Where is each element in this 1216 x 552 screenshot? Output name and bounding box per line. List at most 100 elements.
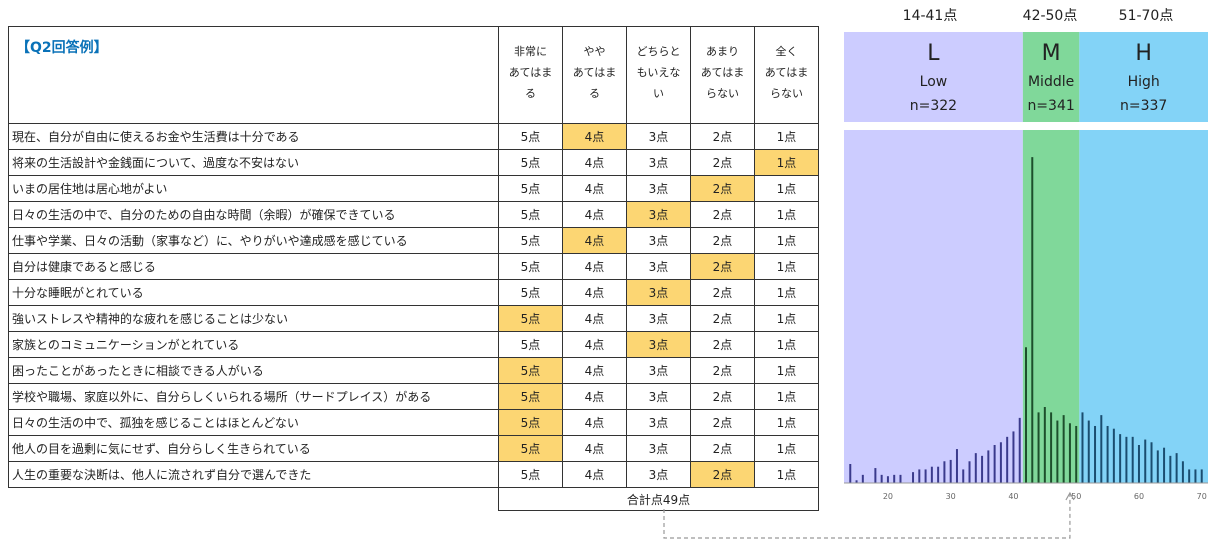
score-cell: 3点 [626, 253, 691, 280]
score-cell: 1点 [754, 279, 819, 306]
question-text: 日々の生活の中で、自分のための自由な時間（余暇）が確保できている [8, 201, 499, 228]
score-cell: 3点 [626, 227, 691, 254]
table-row: 学校や職場、家庭以外に、自分らしくいられる場所（サードプレイス）がある 5点 4点 3… [8, 383, 819, 410]
score-cell: 1点 [754, 461, 819, 488]
score-cell: 2点 [690, 357, 755, 384]
score-cell: 2点 [690, 331, 755, 358]
table-row: 家族とのコミュニケーションがとれている 5点 4点 3点 2点 1点 [8, 331, 819, 358]
score-cell: 1点 [754, 201, 819, 228]
column-header-line: らない [770, 87, 803, 100]
table-spacer [9, 488, 499, 511]
column-header-line: る [589, 87, 600, 100]
column-header-3: どちらと もいえない [626, 26, 691, 124]
selected-score-cell: 3点 [626, 279, 691, 306]
table-row: 日々の生活の中で、自分のための自由な時間（余暇）が確保できている 5点 4点 3点 2点… [8, 201, 819, 228]
x-tick-label: 60 [1134, 492, 1144, 501]
range-label-low: 14-41点 [902, 8, 958, 24]
header-gap [844, 122, 1208, 130]
score-cell: 4点 [562, 305, 627, 332]
score-cell: 5点 [498, 227, 563, 254]
range-label-high: 51-70点 [1118, 8, 1174, 24]
score-cell: 1点 [754, 383, 819, 410]
score-cell: 3点 [626, 435, 691, 462]
table-row: 他人の目を過剰に気にせず、自分らしく生きられている 5点 4点 3点 2点 1点 [8, 435, 819, 462]
table-row: 人生の重要な決断は、他人に流されず自分で選んできた 5点 4点 3点 2点 1点 [8, 461, 819, 488]
question-text: 仕事や学業、日々の活動（家事など）に、やりがいや達成感を感じている [8, 227, 499, 254]
score-marker-arrow [1065, 491, 1075, 501]
table-row: 将来の生活設計や金銭面について、過度な不安はない 5点 4点 3点 2点 1点 [8, 149, 819, 176]
score-cell: 4点 [562, 435, 627, 462]
score-cell: 3点 [626, 123, 691, 150]
score-cell: 2点 [690, 201, 755, 228]
group-count: n=322 [910, 98, 957, 114]
table-row: 日々の生活の中で、孤独を感じることはほとんどない 5点 4点 3点 2点 1点 [8, 409, 819, 436]
score-cell: 5点 [498, 123, 563, 150]
score-cell: 5点 [498, 461, 563, 488]
x-tick-label: 70 [1197, 492, 1207, 501]
score-cell: 5点 [498, 149, 563, 176]
score-cell: 2点 [690, 227, 755, 254]
score-connector-line [663, 493, 1071, 539]
column-header-line: 非常に [514, 45, 547, 58]
score-histogram: L Low n=322 M Middle n=341 H High n=337 20 30 40 50 6… [663, 32, 1208, 539]
score-cell: 4点 [562, 357, 627, 384]
score-cell: 4点 [562, 383, 627, 410]
score-cell: 5点 [498, 175, 563, 202]
score-cell: 1点 [754, 227, 819, 254]
selected-score-cell: 3点 [626, 201, 691, 228]
question-text: 家族とのコミュニケーションがとれている [8, 331, 499, 358]
selected-score-cell: 5点 [498, 409, 563, 436]
selected-score-cell: 5点 [498, 357, 563, 384]
score-cell: 3点 [626, 383, 691, 410]
score-cell: 4点 [562, 175, 627, 202]
score-cell: 4点 [562, 279, 627, 306]
score-cell: 1点 [754, 305, 819, 332]
column-header-4: あまり あてはま らない [690, 26, 755, 124]
score-cell: 5点 [498, 253, 563, 280]
group-name: Low [920, 74, 948, 90]
score-cell: 4点 [562, 409, 627, 436]
column-header-5: 全く あてはま らない [754, 26, 819, 124]
column-header-line: あまり [706, 45, 739, 58]
selected-score-cell: 3点 [626, 331, 691, 358]
question-text: 将来の生活設計や金銭面について、過度な不安はない [8, 149, 499, 176]
table-row: 自分は健康であると感じる 5点 4点 3点 2点 1点 [8, 253, 819, 280]
selected-score-cell: 4点 [562, 227, 627, 254]
score-cell: 4点 [562, 149, 627, 176]
x-tick-label: 20 [883, 492, 893, 501]
group-name: High [1128, 74, 1160, 90]
table-row: いまの居住地は居心地がよい 5点 4点 3点 2点 1点 [8, 175, 819, 202]
group-count: n=341 [1027, 98, 1074, 114]
score-cell: 3点 [626, 305, 691, 332]
question-text: いまの居住地は居心地がよい [8, 175, 499, 202]
answer-table: 【Q2回答例】 非常に あてはまる やや あてはまる どちらと もいえない あまり あて… [8, 26, 819, 511]
column-header-1: 非常に あてはまる [498, 26, 563, 124]
score-cell: 2点 [690, 409, 755, 436]
column-header-line: あてはま [508, 66, 553, 79]
score-cell: 2点 [690, 383, 755, 410]
question-text: 人生の重要な決断は、他人に流されず自分で選んできた [8, 461, 499, 488]
question-text: 困ったことがあったときに相談できる人がいる [8, 357, 499, 384]
score-cell: 2点 [690, 279, 755, 306]
selected-score-cell: 2点 [690, 175, 755, 202]
score-cell: 5点 [498, 331, 563, 358]
score-cell: 4点 [562, 461, 627, 488]
score-cell: 3点 [626, 409, 691, 436]
question-text: 日々の生活の中で、孤独を感じることはほとんどない [8, 409, 499, 436]
question-text: 学校や職場、家庭以外に、自分らしくいられる場所（サードプレイス）がある [8, 383, 499, 410]
score-cell: 5点 [498, 201, 563, 228]
group-band-high [1079, 130, 1208, 483]
column-header-line: い [653, 87, 664, 100]
column-header-line: らない [706, 87, 739, 100]
selected-score-cell: 5点 [498, 435, 563, 462]
column-header-line: もいえな [636, 66, 681, 79]
score-cell: 1点 [754, 409, 819, 436]
score-cell: 1点 [754, 253, 819, 280]
question-text: 自分は健康であると感じる [8, 253, 499, 280]
selected-score-cell: 4点 [562, 123, 627, 150]
score-cell: 2点 [690, 149, 755, 176]
x-tick-label: 40 [1008, 492, 1018, 501]
score-cell: 3点 [626, 149, 691, 176]
score-cell: 1点 [754, 175, 819, 202]
table-row: 十分な睡眠がとれている 5点 4点 3点 2点 1点 [8, 279, 819, 306]
